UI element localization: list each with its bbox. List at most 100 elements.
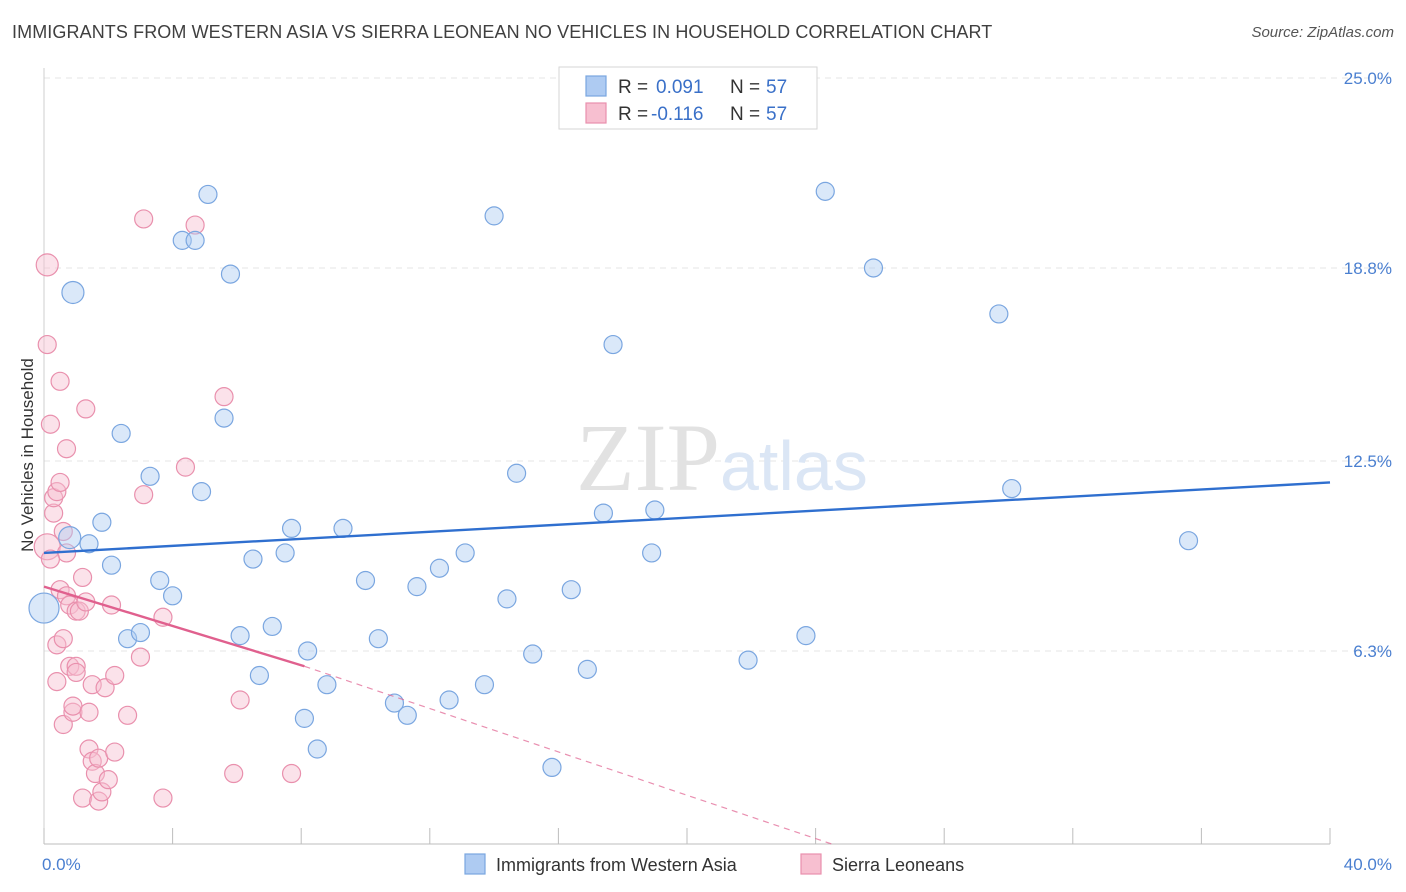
data-point: [989, 304, 1009, 324]
data-point: [333, 518, 353, 539]
data-point: [89, 748, 109, 768]
data-point: [35, 253, 59, 277]
data-point: [497, 589, 517, 609]
legend-n-label: N =: [730, 77, 760, 98]
legend-r-value: -0.116: [651, 104, 703, 125]
legend-r-value: 0.091: [656, 77, 704, 98]
x-tick-label: 0.0%: [42, 855, 81, 874]
data-point: [44, 503, 64, 523]
data-point: [130, 647, 151, 667]
data-point: [111, 423, 131, 444]
data-point: [281, 518, 302, 539]
y-tick-labels: 6.3% 12.5% 18.8% 25.0%: [1344, 69, 1392, 661]
data-point: [37, 334, 57, 355]
bottom-legend-label: Sierra Leoneans: [832, 855, 964, 875]
data-point: [50, 472, 70, 493]
data-point: [79, 534, 99, 554]
data-point: [76, 399, 96, 419]
data-point: [214, 387, 234, 407]
data-point: [230, 690, 250, 710]
chart-title: IMMIGRANTS FROM WESTERN ASIA VS SIERRA L…: [12, 22, 993, 42]
data-point: [577, 659, 597, 679]
data-point: [72, 788, 93, 808]
data-point: [66, 656, 86, 676]
legend-n-value: 57: [766, 104, 787, 125]
data-point: [243, 549, 263, 569]
data-point: [1178, 531, 1199, 551]
data-point: [40, 549, 61, 569]
data-point: [92, 782, 112, 802]
data-point: [796, 626, 816, 646]
data-point: [163, 586, 183, 606]
data-point: [645, 500, 665, 520]
data-point: [429, 558, 450, 578]
y-tick-label: 12.5%: [1344, 452, 1392, 471]
x-tick-label: 40.0%: [1344, 855, 1392, 874]
data-point: [523, 644, 543, 664]
data-point: [185, 230, 205, 250]
series-sierra-leoneans: [33, 209, 302, 811]
legend-swatch-blue: [585, 75, 607, 97]
data-point: [61, 280, 85, 305]
legend-r-label: R =: [618, 104, 648, 125]
data-point: [249, 665, 270, 686]
data-point: [117, 705, 138, 725]
data-point: [397, 705, 417, 725]
series-western-asia: [28, 181, 1199, 778]
data-point: [72, 567, 93, 588]
trend-line: [43, 481, 1331, 555]
axes: [43, 68, 1331, 845]
data-point: [507, 463, 527, 483]
correlation-legend: R = 0.091 N = 57 R = -0.116 N = 57: [558, 66, 818, 130]
data-point: [455, 543, 475, 563]
data-point: [474, 675, 495, 695]
data-point: [198, 184, 218, 205]
data-point: [214, 408, 234, 428]
data-point: [134, 209, 154, 229]
bottom-legend-swatch-pink: [800, 853, 822, 875]
x-tick-labels: 0.0% 40.0%: [42, 855, 1392, 874]
y-axis-label: No Vehicles in Household: [18, 358, 37, 552]
data-point: [63, 702, 83, 722]
data-point: [105, 665, 125, 686]
data-point: [28, 592, 60, 624]
data-point: [56, 439, 77, 459]
data-point: [863, 258, 884, 278]
data-point: [47, 672, 67, 692]
data-point: [317, 675, 337, 695]
data-point: [230, 626, 250, 646]
data-point: [140, 466, 160, 486]
data-point: [98, 770, 118, 790]
data-point: [63, 696, 83, 716]
data-point: [407, 577, 427, 597]
data-point: [275, 543, 295, 563]
data-point: [262, 616, 282, 637]
data-point: [355, 570, 376, 591]
data-point: [224, 763, 244, 784]
bottom-legend-swatch-blue: [464, 853, 486, 875]
legend-swatch-pink: [585, 102, 607, 124]
trend-line: [43, 585, 305, 668]
watermark-zip: ZIP: [576, 404, 720, 511]
legend-n-label: N =: [730, 104, 760, 125]
data-point: [298, 641, 318, 661]
data-point: [642, 543, 662, 563]
data-point: [79, 702, 99, 722]
data-point: [153, 788, 173, 808]
y-tick-label: 18.8%: [1344, 259, 1392, 278]
data-point: [58, 525, 82, 550]
legend-r-label: R =: [618, 77, 648, 98]
series-legend: Immigrants from Western Asia Sierra Leon…: [464, 853, 964, 875]
data-point: [134, 485, 154, 505]
data-point: [294, 708, 315, 728]
data-point: [191, 482, 212, 502]
bottom-legend-label: Immigrants from Western Asia: [496, 855, 738, 875]
data-point: [220, 264, 241, 284]
data-point: [1002, 478, 1022, 499]
data-point: [185, 215, 205, 235]
y-tick-label: 6.3%: [1353, 642, 1392, 661]
data-point: [50, 371, 70, 391]
data-point: [40, 414, 61, 434]
trend-line-extension: [304, 665, 832, 845]
